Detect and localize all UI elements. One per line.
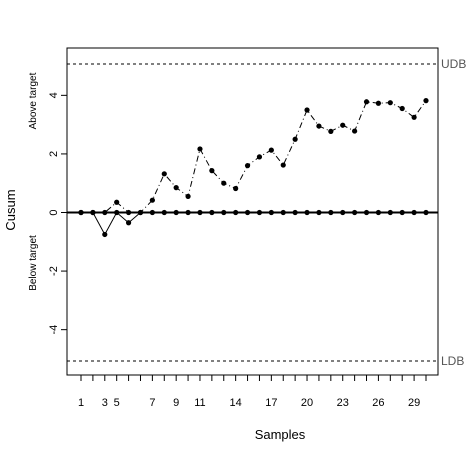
data-point-1-22 [340, 209, 346, 216]
data-point-1-12 [221, 209, 227, 216]
data-point-0-19 [304, 107, 310, 113]
data-point-0-22 [340, 122, 346, 128]
x-tick-label-8: 20 [301, 397, 313, 409]
x-tick-label-2: 5 [114, 397, 120, 409]
y-tick-label-3: 2 [48, 151, 60, 157]
y-axis-title: Cusum [3, 189, 18, 230]
x-tick-label-10: 26 [372, 397, 384, 409]
x-tick-label-3: 7 [149, 397, 155, 409]
x-tick-label-11: 29 [408, 397, 420, 409]
x-tick-label-5: 11 [194, 397, 205, 409]
x-tick-label-1: 3 [102, 397, 108, 409]
data-point-0-11 [209, 168, 215, 174]
x-tick-label-0: 1 [78, 397, 84, 409]
data-point-1-16 [268, 209, 274, 216]
data-point-1-4 [125, 220, 132, 226]
data-point-1-2 [102, 231, 108, 238]
y-tick-label-0: -4 [48, 325, 60, 335]
x-tick-label-6: 14 [230, 397, 242, 409]
data-point-1-7 [161, 209, 167, 216]
data-point-1-14 [244, 209, 251, 216]
y-axis: -4 -2 0 2 4 [48, 92, 67, 335]
data-point-0-23 [352, 128, 358, 134]
x-axis: 1 3 5 7 9 11 14 17 20 23 26 29 [78, 375, 427, 409]
control-limit-label-1: LDB [441, 354, 464, 368]
data-point-1-10 [197, 209, 203, 216]
y-tick-label-2: 0 [48, 209, 60, 215]
data-point-0-2 [102, 209, 108, 216]
data-point-1-23 [352, 209, 358, 216]
data-point-1-21 [328, 209, 334, 216]
y-tick-label-1: -2 [48, 266, 60, 276]
data-point-0-13 [233, 185, 239, 192]
x-tick-label-4: 9 [173, 397, 179, 409]
data-point-0-6 [149, 197, 155, 203]
data-point-0-3 [114, 199, 120, 205]
data-point-1-17 [280, 209, 286, 216]
data-point-1-3 [114, 209, 120, 216]
series-line-0 [81, 100, 427, 213]
x-tick-label-9: 23 [337, 397, 349, 409]
data-point-0-8 [173, 185, 179, 191]
below-target-label: Below target [28, 235, 39, 291]
series-line-1 [81, 211, 426, 236]
data-point-0-15 [256, 154, 263, 160]
data-point-1-13 [233, 209, 239, 216]
y-tick-label-4: 4 [48, 92, 60, 98]
data-point-0-4 [125, 209, 132, 216]
data-point-0-7 [161, 171, 167, 177]
data-point-1-9 [185, 209, 191, 216]
data-point-1-15 [256, 209, 263, 216]
data-point-0-18 [292, 136, 298, 142]
data-point-0-29 [423, 98, 429, 104]
data-point-0-17 [280, 162, 286, 168]
data-point-1-0 [78, 209, 84, 216]
data-point-0-9 [185, 193, 191, 199]
data-point-1-11 [209, 209, 215, 216]
data-point-1-18 [292, 209, 298, 216]
x-axis-title: Samples [255, 427, 306, 442]
x-tick-label-7: 17 [265, 397, 277, 409]
data-point-1-6 [149, 209, 155, 216]
data-point-1-20 [316, 209, 322, 216]
control-limit-label-0: UDB [441, 57, 466, 71]
data-point-1-24 [363, 209, 370, 216]
data-point-0-10 [197, 146, 203, 152]
data-series [78, 98, 429, 238]
data-point-0-12 [221, 180, 227, 186]
data-point-0-14 [244, 163, 251, 169]
data-point-1-25 [375, 209, 382, 216]
data-point-0-21 [328, 128, 334, 134]
data-point-1-26 [387, 209, 393, 216]
data-point-1-8 [173, 209, 179, 216]
data-point-0-16 [268, 147, 274, 153]
data-point-0-25 [375, 100, 382, 106]
data-point-1-27 [399, 209, 405, 216]
data-point-0-27 [399, 105, 405, 112]
data-point-1-19 [304, 209, 310, 216]
above-target-label: Above target [28, 72, 39, 129]
data-point-0-20 [316, 123, 322, 129]
data-point-1-28 [411, 209, 417, 216]
data-point-0-24 [363, 99, 370, 105]
data-point-0-28 [411, 114, 417, 120]
data-point-1-29 [423, 209, 429, 216]
data-point-1-5 [137, 209, 144, 216]
data-point-1-1 [90, 209, 96, 216]
data-point-0-26 [387, 100, 393, 106]
